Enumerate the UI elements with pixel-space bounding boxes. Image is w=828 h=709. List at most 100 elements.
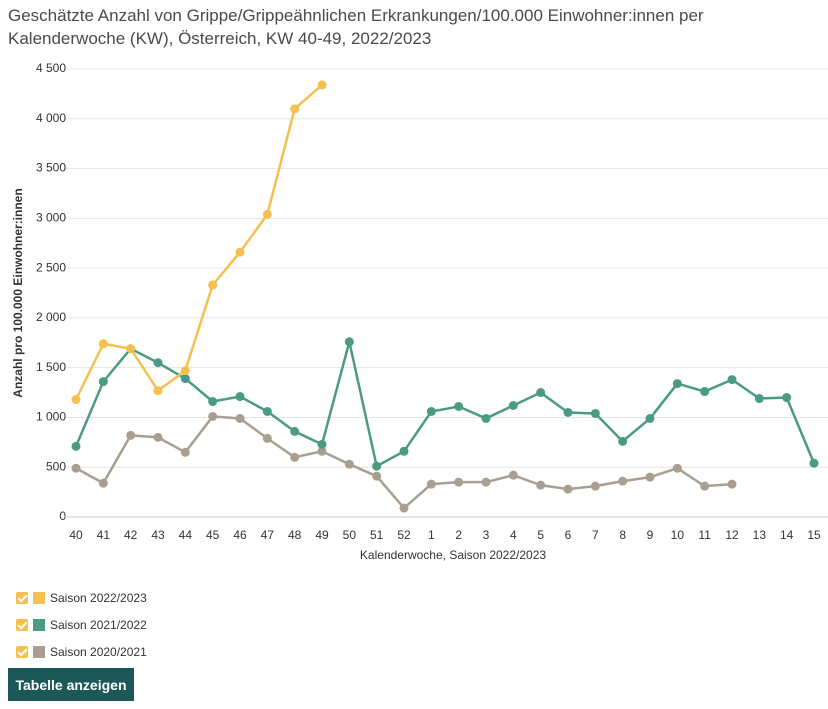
legend-label: Saison 2021/2022 — [50, 617, 147, 632]
checkbox[interactable] — [16, 591, 28, 604]
y-tick-label: 4 500 — [36, 61, 66, 75]
x-tick-label: 46 — [233, 528, 247, 542]
legend-swatch — [33, 591, 45, 604]
data-point — [672, 379, 682, 389]
y-tick-label: 2 000 — [36, 310, 66, 324]
data-point — [290, 426, 300, 436]
data-point — [153, 386, 163, 396]
x-tick-label: 15 — [807, 528, 821, 542]
legend-label: Saison 2022/2023 — [50, 590, 147, 605]
x-tick-label: 4 — [510, 528, 517, 542]
data-point — [208, 397, 218, 407]
data-point — [344, 337, 354, 347]
x-tick-label: 13 — [753, 528, 767, 542]
data-point — [317, 80, 327, 90]
legend-swatch — [33, 618, 45, 631]
data-point — [454, 401, 464, 411]
data-point — [126, 430, 136, 440]
checkbox[interactable] — [16, 645, 28, 658]
data-point — [727, 375, 737, 385]
y-tick-label: 3 500 — [36, 161, 66, 175]
data-point — [208, 411, 218, 421]
data-point — [317, 446, 327, 456]
series-line — [75, 415, 733, 510]
data-point — [98, 339, 108, 349]
data-point — [700, 481, 710, 491]
data-point — [235, 392, 245, 402]
data-point — [208, 280, 218, 290]
data-point — [454, 477, 464, 487]
data-point — [672, 463, 682, 473]
series-line — [74, 83, 323, 401]
data-point — [98, 377, 108, 387]
show-table-button[interactable]: Tabelle anzeigen — [8, 668, 134, 701]
x-tick-label: 51 — [370, 528, 384, 542]
data-point — [71, 441, 81, 451]
x-tick-label: 12 — [725, 528, 739, 542]
x-tick-label: 44 — [179, 528, 193, 542]
legend-label: Saison 2020/2021 — [50, 644, 147, 659]
data-point — [618, 476, 628, 486]
x-tick-label: 49 — [315, 528, 329, 542]
data-point — [700, 387, 710, 397]
data-point — [153, 358, 163, 368]
x-tick-label: 11 — [698, 528, 711, 542]
x-tick-label: 2 — [455, 528, 462, 542]
data-point — [508, 470, 518, 480]
data-point — [426, 406, 436, 416]
data-point — [399, 503, 409, 513]
checkbox[interactable] — [16, 618, 28, 631]
y-tick-label: 3 000 — [36, 211, 66, 225]
legend-item[interactable]: Saison 2022/2023 — [16, 584, 147, 611]
data-point — [71, 395, 81, 405]
x-tick-label: 45 — [206, 528, 220, 542]
data-point — [809, 458, 819, 468]
data-point — [290, 452, 300, 462]
x-tick-label: 42 — [124, 528, 138, 542]
x-tick-label: 8 — [619, 528, 626, 542]
data-point — [126, 344, 136, 354]
data-point — [153, 432, 163, 442]
legend-swatch — [33, 645, 45, 658]
data-point — [344, 459, 354, 469]
data-point — [317, 439, 327, 449]
data-point — [180, 374, 190, 384]
x-tick-label: 43 — [151, 528, 165, 542]
data-point — [399, 446, 409, 456]
data-point — [262, 406, 272, 416]
data-point — [645, 472, 655, 482]
data-point — [262, 209, 272, 219]
x-tick-label: 10 — [671, 528, 685, 542]
x-tick-label: 40 — [69, 528, 83, 542]
data-point — [180, 366, 190, 376]
legend-item[interactable]: Saison 2021/2022 — [16, 611, 147, 638]
x-tick-label: 3 — [483, 528, 490, 542]
data-point — [262, 433, 272, 443]
data-point — [645, 413, 655, 423]
y-tick-label: 0 — [59, 509, 66, 523]
data-point — [536, 480, 546, 490]
x-tick-label: 9 — [647, 528, 654, 542]
x-tick-label: 50 — [343, 528, 357, 542]
data-point — [590, 408, 600, 418]
x-tick-label: 5 — [537, 528, 544, 542]
chart-title: Geschätzte Anzahl von Grippe/Grippeähnli… — [8, 6, 704, 48]
data-point — [372, 461, 382, 471]
data-point — [536, 388, 546, 398]
data-point — [563, 484, 573, 494]
y-tick-label: 1 000 — [36, 410, 66, 424]
data-point — [590, 481, 600, 491]
legend-item[interactable]: Saison 2020/2021 — [16, 638, 147, 665]
x-tick-label: 7 — [592, 528, 599, 542]
x-tick-label: 41 — [97, 528, 111, 542]
data-point — [508, 400, 518, 410]
data-point — [481, 477, 491, 487]
data-point — [754, 394, 764, 404]
y-tick-label: 4 000 — [36, 111, 66, 125]
data-point — [481, 413, 491, 423]
data-point — [98, 478, 108, 488]
data-point — [235, 413, 245, 423]
x-tick-label: 14 — [780, 528, 794, 542]
data-point — [727, 479, 737, 489]
x-axis-label: Kalenderwoche, Saison 2022/2023 — [360, 548, 546, 562]
